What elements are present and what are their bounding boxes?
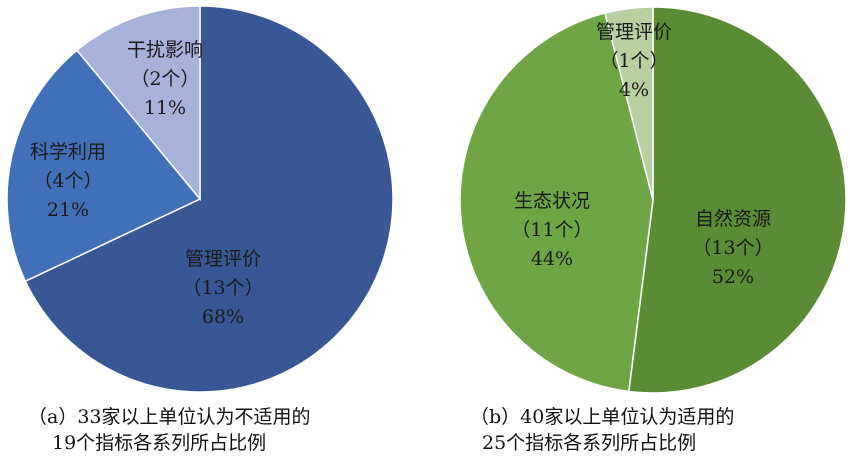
pie-slice [459,12,654,393]
slice-count: （4个） [33,170,102,192]
caption-b: （b）40家以上单位认为适用的 25个指标各系列所占比例 [470,404,734,456]
pie-chart-b: 自然资源 （13个） 52% 生态状况 （11个） 44% 管理评价 （1个） 4% [459,6,847,394]
slice-name: 管理评价 [185,248,261,270]
slice-label: 科学利用 （4个） 21% [30,141,106,221]
slice-count: （2个） [130,68,199,90]
caption-a-line-2: 19个指标各系列所占比例 [52,432,267,454]
caption-b-line-2: 25个指标各系列所占比例 [482,432,697,454]
slice-name: 生态状况 [514,190,590,212]
slice-label: 生态状况 （11个） 44% [511,190,592,270]
pie-slice [24,5,394,393]
caption-a: （a）33家以上单位认为不适用的 19个指标各系列所占比例 [28,404,311,456]
caption-a-line-1: （a）33家以上单位认为不适用的 [28,406,311,428]
caption-b-line-1: （b）40家以上单位认为适用的 [470,406,735,428]
slice-percent: 52% [712,266,754,288]
slice-percent: 44% [531,248,573,270]
slice-name: 自然资源 [695,208,771,230]
slice-percent: 11% [144,97,186,119]
slice-name: 管理评价 [596,21,672,43]
slice-label: 干扰影响 （2个） 11% [127,39,203,119]
slice-percent: 68% [202,306,244,328]
slice-name: 干扰影响 [127,39,203,61]
slice-count: （11个） [511,219,592,241]
slice-label: 管理评价 （13个） 68% [182,248,263,328]
pie-slice [75,5,201,202]
pie-slice [604,6,654,201]
slice-count: （1个） [599,50,668,72]
slice-label: 管理评价 （1个） 4% [596,21,672,101]
slice-name: 科学利用 [30,141,106,163]
slice-percent: 21% [47,199,89,221]
slice-count: （13个） [692,237,773,259]
pie-chart-a: 管理评价 （13个） 68% 科学利用 （4个） 21% 干扰影响 （2个） 11% [6,5,394,393]
slice-count: （13个） [182,277,263,299]
pie-slice [627,6,847,394]
pie-slice [6,49,202,283]
slice-label: 自然资源 （13个） 52% [692,208,773,288]
slice-percent: 4% [619,79,649,101]
